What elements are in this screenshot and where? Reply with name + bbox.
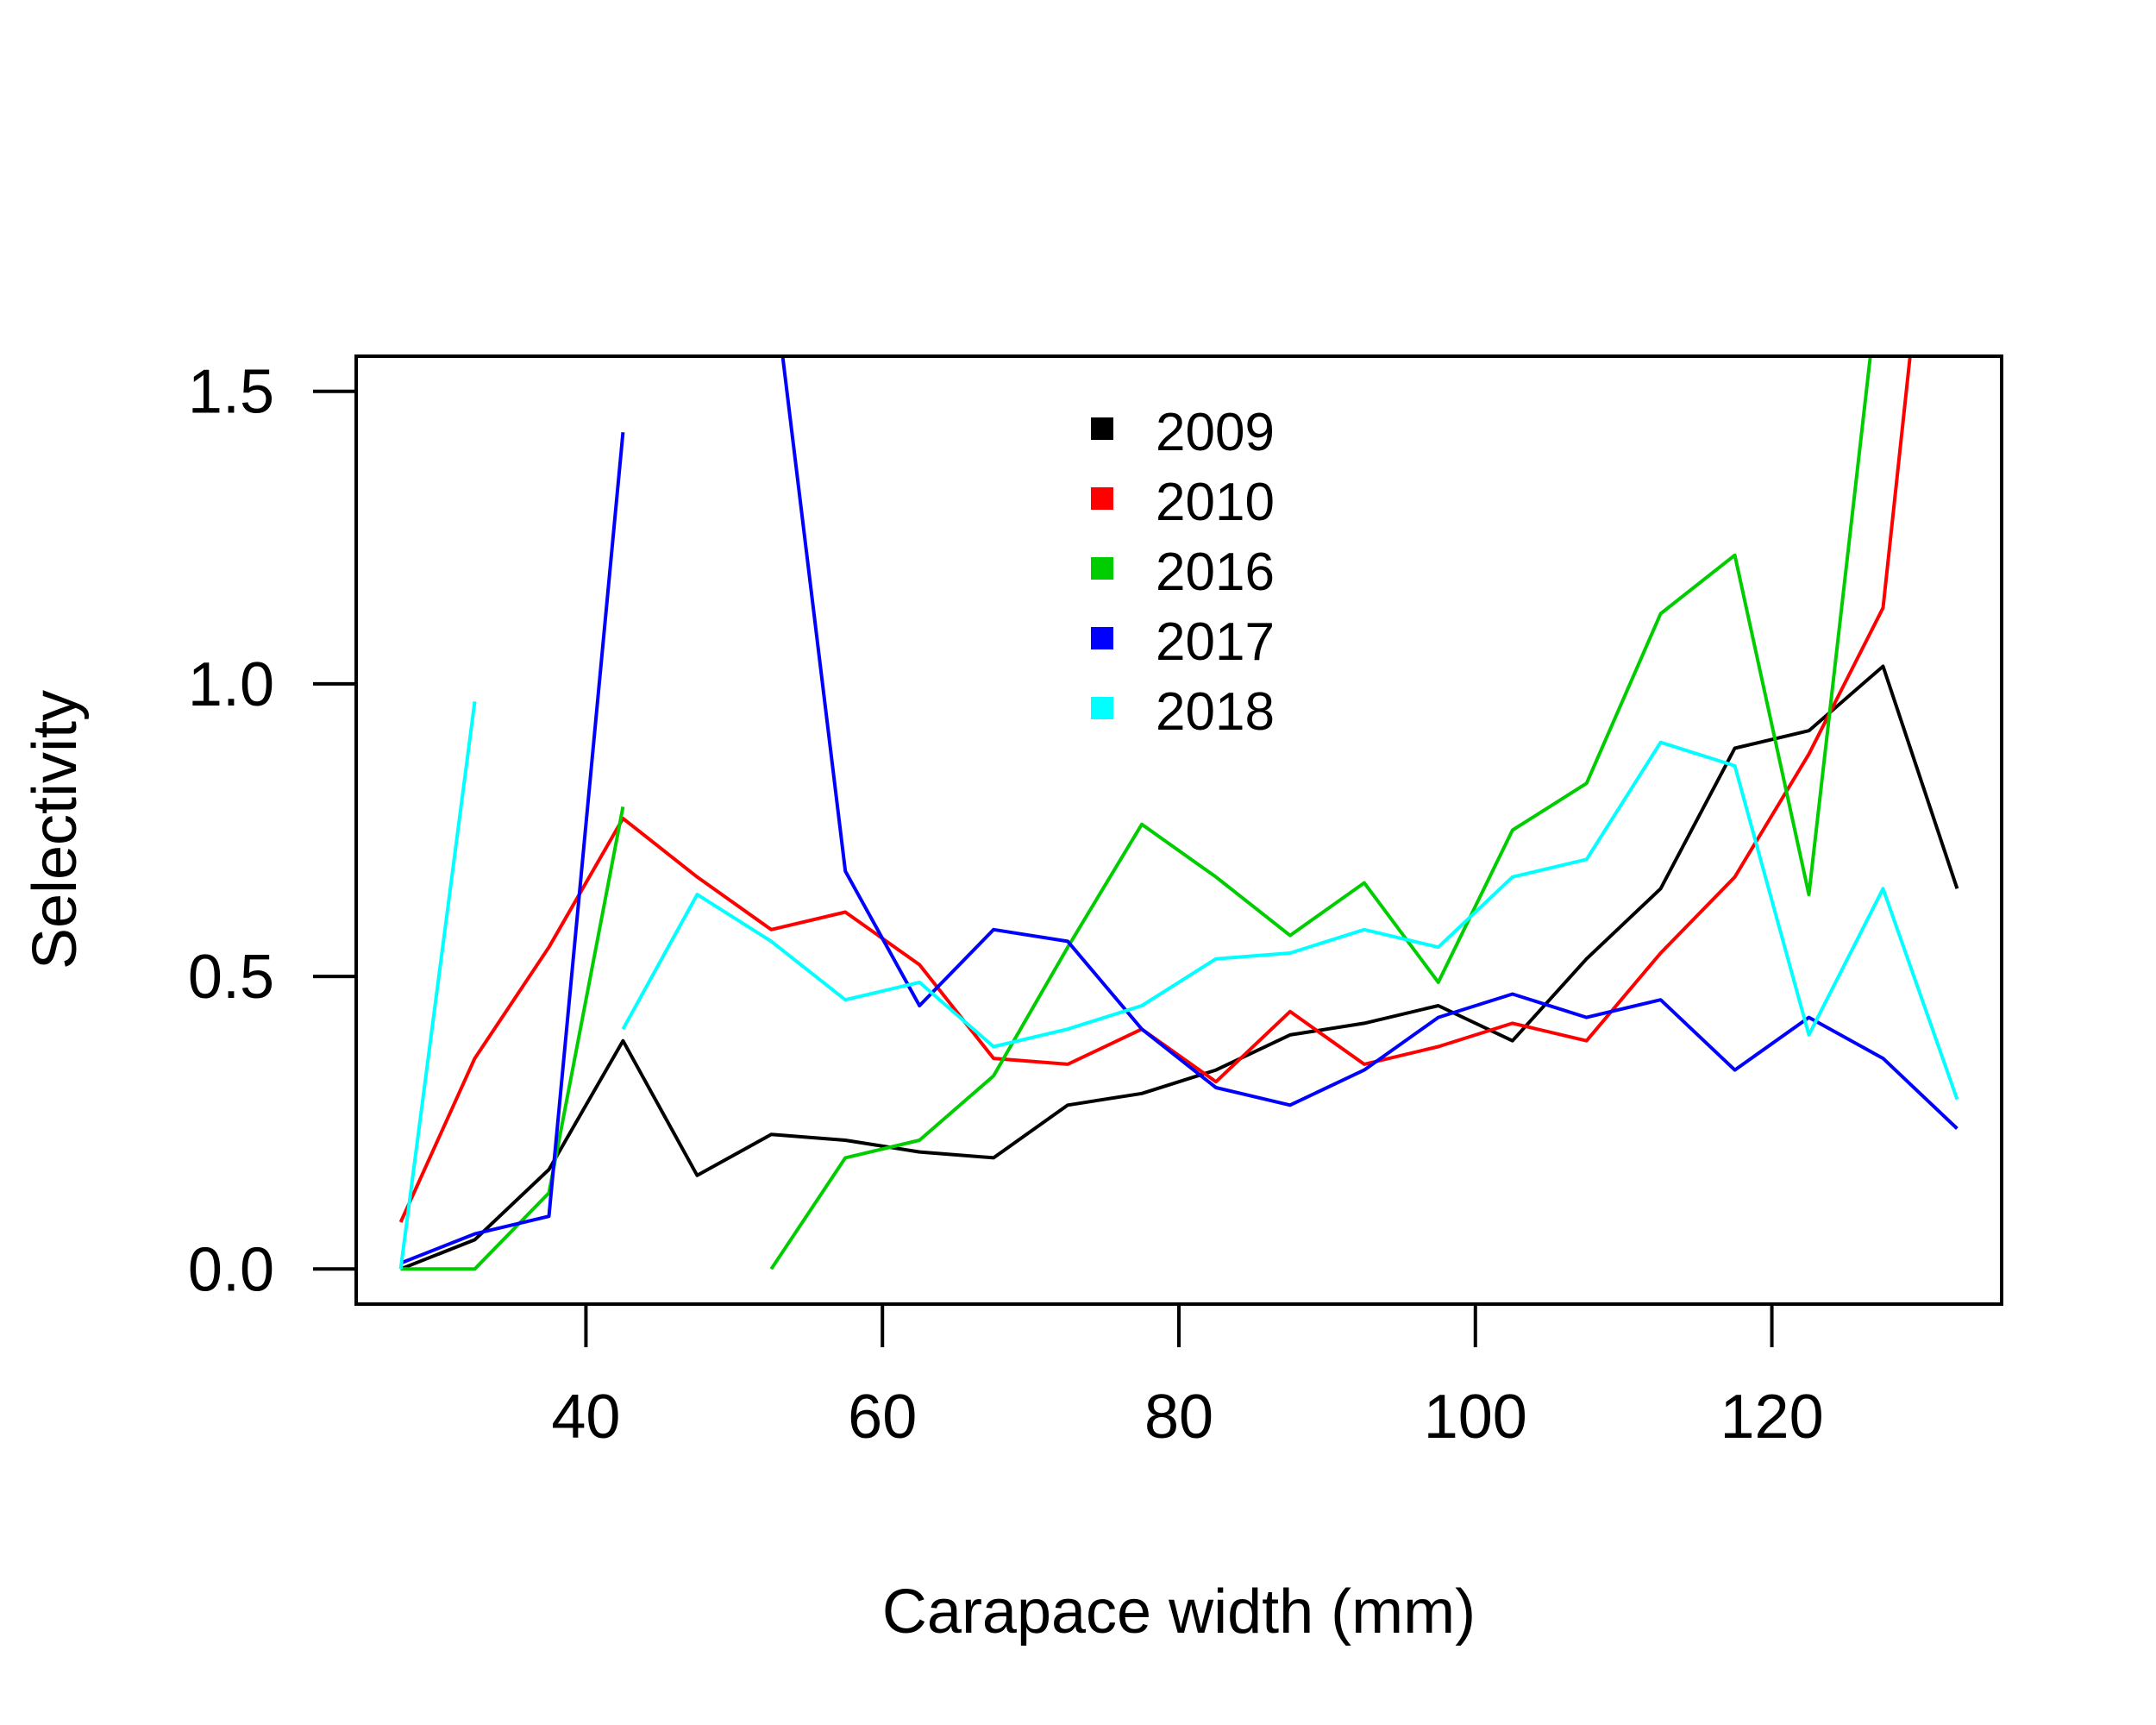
x-tick-label: 100	[1424, 1383, 1527, 1452]
series-line-2016	[400, 356, 1872, 1271]
x-axis-label: Carapace width (mm)	[882, 1578, 1476, 1647]
y-tick-label: 0.5	[188, 943, 274, 1012]
series-layer	[398, 356, 1959, 1271]
legend-label-2018: 2018	[1156, 682, 1275, 742]
legend-swatch-2009	[1091, 417, 1113, 440]
y-axis-label: Selectivity	[21, 690, 90, 969]
legend-label-2009: 2009	[1156, 403, 1275, 462]
legend-swatch-2017	[1091, 627, 1113, 649]
y-tick-label: 1.5	[188, 358, 274, 427]
legend-label-2010: 2010	[1156, 473, 1275, 532]
x-tick-label: 60	[848, 1383, 917, 1452]
series-line-2017	[399, 356, 1959, 1265]
legend-swatch-2010	[1091, 487, 1113, 510]
y-tick-label: 0.0	[188, 1235, 274, 1304]
series-line-2010	[398, 356, 1912, 1223]
legend-swatch-2016	[1091, 557, 1113, 580]
legend-swatch-2018	[1091, 697, 1113, 719]
x-tick-label: 40	[551, 1383, 620, 1452]
legend: 2009 2010 2016 2017 2018	[1091, 403, 1275, 742]
legend-label-2016: 2016	[1156, 543, 1275, 602]
x-tick-label: 80	[1144, 1383, 1213, 1452]
series-line-2018	[398, 701, 1959, 1270]
x-tick-label: 120	[1720, 1383, 1823, 1452]
x-axis: 40 60 80 100 120	[551, 1304, 1824, 1452]
y-axis: 0.0 0.5 1.0 1.5	[188, 358, 356, 1304]
series-line-2009	[399, 664, 1959, 1271]
legend-label-2017: 2017	[1156, 612, 1275, 672]
y-tick-label: 1.0	[188, 650, 274, 719]
